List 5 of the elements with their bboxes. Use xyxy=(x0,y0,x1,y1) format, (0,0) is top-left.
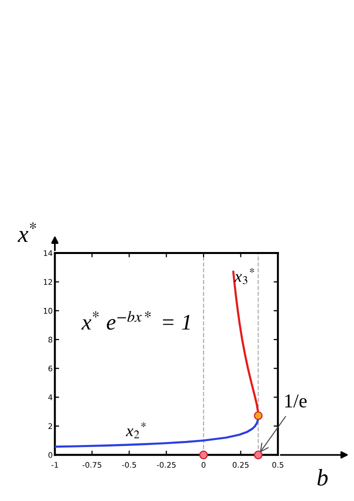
y-axis-title: x$^{*}$ xyxy=(18,222,36,242)
x-axis-title: b xyxy=(317,469,328,486)
ref-line-label: 1/e xyxy=(285,394,307,408)
annotation: x$^{*}$ e$^{−bx*}$ = 1 xyxy=(81,311,190,330)
series-label: x$_{2}$$^{*}$ xyxy=(126,422,146,438)
